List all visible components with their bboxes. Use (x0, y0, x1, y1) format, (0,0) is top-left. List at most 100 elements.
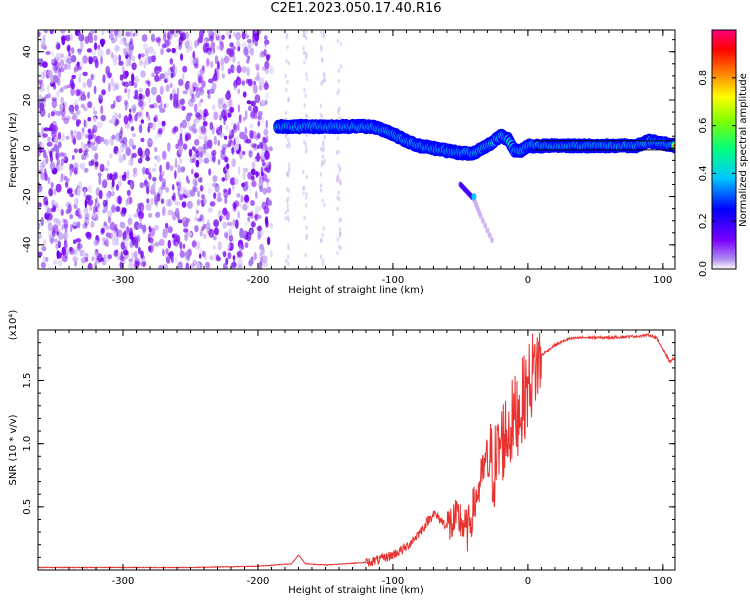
noise-speck (45, 201, 49, 206)
noise-streak (305, 35, 308, 41)
noise-speck (134, 89, 139, 97)
noise-streak (319, 103, 323, 109)
noise-speck (206, 57, 210, 67)
noise-speck (163, 263, 169, 269)
noise-speck (83, 119, 87, 128)
noise-speck (162, 178, 167, 187)
noise-speck (138, 110, 143, 119)
noise-speck (55, 90, 60, 98)
noise-speck (239, 131, 246, 140)
noise-streak (305, 203, 308, 208)
noise-speck (146, 198, 150, 204)
noise-speck (243, 184, 248, 192)
noise-speck (50, 182, 54, 189)
noise-speck (268, 161, 272, 169)
noise-speck (238, 114, 242, 124)
noise-speck (100, 39, 105, 48)
noise-streak (305, 225, 308, 230)
noise-speck (268, 146, 273, 152)
colorbar-tick-label: 0.4 (698, 165, 709, 181)
noise-speck (142, 150, 146, 159)
noise-speck (52, 230, 56, 238)
noise-speck (138, 225, 145, 230)
noise-speck (182, 65, 188, 73)
noise-streak (304, 93, 307, 98)
noise-speck (91, 128, 96, 133)
noise-speck (214, 55, 219, 65)
noise-speck (195, 159, 200, 168)
noise-speck (247, 216, 250, 221)
noise-speck (90, 73, 94, 81)
noise-speck (105, 232, 110, 238)
noise-speck (120, 241, 126, 250)
noise-streak (321, 258, 324, 263)
noise-speck (255, 170, 259, 178)
noise-speck (99, 163, 105, 173)
noise-speck (159, 85, 164, 96)
noise-speck (76, 243, 83, 250)
noise-speck (257, 115, 263, 121)
noise-speck (205, 42, 210, 48)
noise-speck (110, 104, 115, 109)
noise-speck (185, 262, 190, 269)
noise-speck (58, 67, 65, 73)
noise-speck (134, 75, 140, 85)
noise-speck (130, 236, 134, 242)
noise-speck (222, 207, 228, 216)
noise-speck (60, 53, 65, 59)
noise-speck (176, 87, 180, 97)
noise-speck (45, 51, 51, 55)
noise-speck (222, 251, 227, 258)
noise-speck (194, 172, 199, 179)
noise-speck (145, 87, 151, 98)
noise-speck (139, 217, 143, 223)
noise-speck (40, 42, 47, 50)
noise-speck (229, 177, 236, 186)
noise-speck (231, 147, 234, 154)
noise-speck (189, 125, 194, 132)
noise-speck (243, 201, 250, 211)
noise-speck (150, 33, 156, 43)
noise-speck (98, 189, 103, 200)
noise-streak (287, 137, 290, 142)
noise-speck (239, 229, 245, 239)
noise-speck (179, 132, 183, 141)
noise-speck (128, 258, 134, 263)
noise-speck (67, 44, 71, 53)
noise-speck (123, 249, 129, 256)
noise-speck (224, 135, 228, 140)
noise-speck (64, 241, 68, 249)
noise-speck (237, 166, 241, 176)
noise-speck (162, 206, 166, 216)
noise-speck (213, 219, 220, 228)
noise-speck (199, 86, 205, 96)
noise-speck (63, 152, 67, 161)
noise-speck (159, 187, 164, 195)
noise-speck (107, 215, 112, 224)
noise-speck (243, 46, 249, 56)
noise-speck (154, 199, 158, 205)
noise-speck (39, 81, 44, 89)
noise-speck (167, 209, 174, 216)
noise-speck (98, 175, 102, 186)
noise-speck (147, 46, 154, 54)
noise-speck (52, 259, 59, 266)
noise-speck (46, 141, 53, 147)
noise-speck (83, 150, 88, 157)
noise-speck (107, 210, 113, 218)
noise-speck (127, 48, 134, 55)
noise-speck (261, 255, 268, 264)
noise-speck (206, 219, 210, 227)
noise-speck (115, 84, 118, 90)
noise-speck (101, 89, 106, 96)
noise-speck (127, 217, 133, 226)
noise-speck (47, 127, 53, 132)
noise-speck (51, 97, 57, 102)
noise-speck (111, 134, 116, 140)
noise-speck (198, 135, 204, 140)
noise-speck (263, 48, 267, 57)
noise-streak (287, 188, 290, 194)
noise-speck (255, 155, 261, 160)
noise-speck (69, 247, 75, 255)
noise-speck (170, 72, 174, 79)
